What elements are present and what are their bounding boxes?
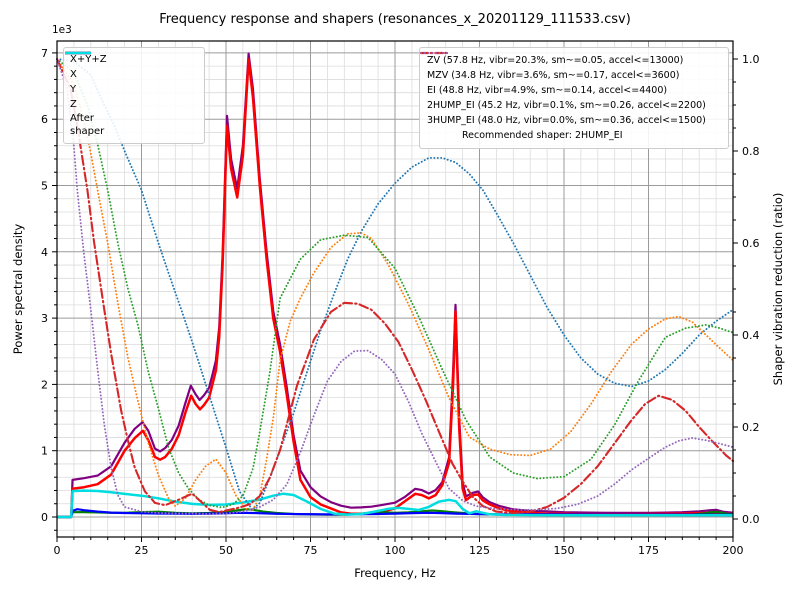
y-left-tick-label-7: 7 — [41, 47, 48, 60]
legend-line-sample-dotted — [420, 52, 448, 54]
y-right-tick-label-0.6: 0.6 — [742, 237, 760, 250]
legend-entry-zv: ZV (57.8 Hz, vibr=20.3%, sm~=0.05, accel… — [420, 52, 721, 68]
y-left-tick-label-4: 4 — [41, 246, 48, 259]
chart-title: Frequency response and shapers (resonanc… — [159, 12, 631, 27]
legend-shapers: ZV (57.8 Hz, vibr=20.3%, sm~=0.05, accel… — [419, 47, 729, 149]
legend-label-mzv: MZV (34.8 Hz, vibr=3.6%, sm~=0.17, accel… — [427, 69, 680, 81]
y-left-tick-label-2: 2 — [41, 378, 48, 391]
series-after-shaper — [57, 489, 733, 519]
legend-label-2hump-ei: 2HUMP_EI (45.2 Hz, vibr=0.1%, sm~=0.26, … — [427, 99, 706, 111]
y-right-tick-label-0.0: 0.0 — [742, 513, 760, 526]
legend-entry-3hump-ei: 3HUMP_EI (48.0 Hz, vibr=0.0%, sm~=0.36, … — [420, 52, 721, 128]
ticks — [52, 52, 738, 542]
legend-label-3hump-ei: 3HUMP_EI (48.0 Hz, vibr=0.0%, sm~=0.36, … — [427, 114, 706, 126]
legend-line-sample-solid — [65, 51, 91, 55]
x-tick-label-150: 150 — [554, 544, 575, 557]
y-right-tick-label-0.8: 0.8 — [742, 145, 760, 158]
legend-label-z: Z — [70, 99, 77, 111]
legend-label-after-shaper: After shaper — [70, 113, 105, 137]
legend-entry-x: X — [65, 51, 198, 83]
legend-entry-ei: EI (48.8 Hz, vibr=4.9%, sm~=0.14, accel<… — [420, 52, 721, 98]
series-x-y-z — [57, 52, 734, 519]
series-group — [55, 52, 735, 519]
x-axis-label: Frequency, Hz — [354, 566, 436, 580]
legend-psd: X+Y+Z X Y Z After shaper — [63, 47, 205, 144]
tick-labels: 0 25 50 75 100 125 150 175 200 0 1 2 3 4 5 6 7 0.0 0.2 0.4 0… — [41, 47, 760, 557]
x-tick-label-100: 100 — [385, 544, 406, 557]
legend-label-ei: EI (48.8 Hz, vibr=4.9%, sm~=0.14, accel<… — [427, 84, 668, 96]
x-tick-label-75: 75 — [304, 544, 318, 557]
y-left-axis-label: Power spectral density — [11, 223, 25, 355]
series-2hump-ei — [55, 57, 735, 515]
x-tick-label-175: 175 — [638, 544, 659, 557]
y-left-tick-label-3: 3 — [41, 312, 48, 325]
x-tick-label-50: 50 — [219, 544, 233, 557]
x-tick-label-0: 0 — [54, 544, 61, 557]
x-tick-label-25: 25 — [135, 544, 149, 557]
y-left-tick-label-1: 1 — [41, 445, 48, 458]
y-right-tick-label-1.0: 1.0 — [742, 53, 760, 66]
y-left-tick-label-6: 6 — [41, 113, 48, 126]
y-right-tick-label-0.2: 0.2 — [742, 421, 760, 434]
legend-entry-y: Y — [65, 51, 198, 98]
series-zv — [56, 58, 734, 511]
y-left-tick-label-0: 0 — [41, 511, 48, 524]
y-left-tick-label-5: 5 — [41, 180, 48, 193]
legend-label-zv: ZV (57.8 Hz, vibr=20.3%, sm~=0.05, accel… — [427, 54, 684, 66]
series-ei — [56, 58, 734, 509]
legend-entry-2hump-ei: 2HUMP_EI (45.2 Hz, vibr=0.1%, sm~=0.26, … — [420, 51, 721, 113]
legend-label-y: Y — [70, 84, 77, 96]
x-tick-label-125: 125 — [469, 544, 490, 557]
y-right-tick-label-0.4: 0.4 — [742, 329, 760, 342]
y-axis-offset-label: 1e3 — [52, 24, 72, 36]
x-tick-label-200: 200 — [723, 544, 744, 557]
y-right-axis-label: Shaper vibration reduction (ratio) — [771, 192, 785, 386]
legend-entry-after-shaper: After shaper — [65, 51, 198, 138]
legend-entry-z: Z — [65, 51, 198, 113]
series-3hump-ei — [56, 58, 734, 515]
legend-label-x-y-z: X+Y+Z — [70, 54, 107, 66]
legend-label-x: X — [70, 69, 77, 81]
legend-recommended-shaper: Recommended shaper: 2HUMP_EI — [462, 130, 623, 141]
legend-entry-mzv: MZV (34.8 Hz, vibr=3.6%, sm~=0.17, accel… — [420, 52, 721, 83]
